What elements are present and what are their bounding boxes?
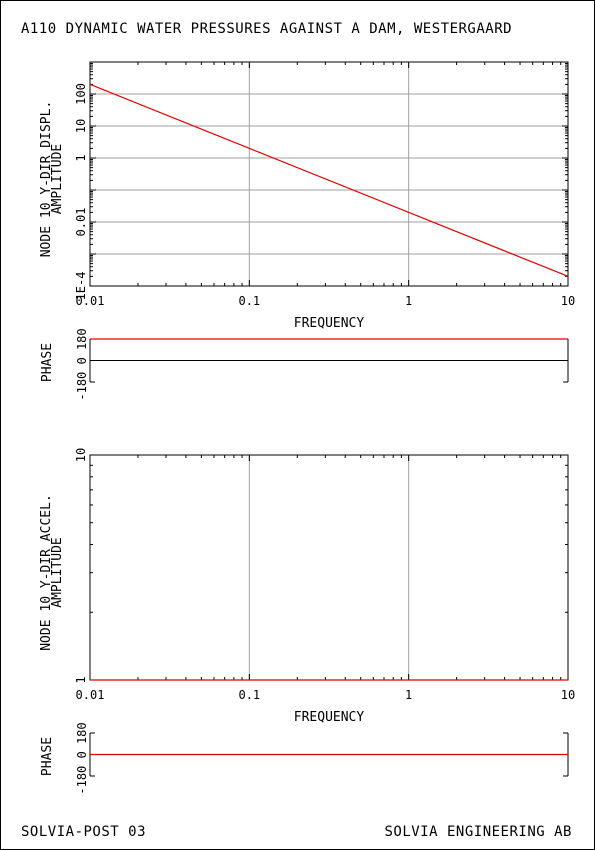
x-tick-label: 10 (561, 294, 575, 308)
y-tick-label: 1 (74, 676, 88, 683)
y-axis-label: AMPLITUDE (50, 537, 65, 607)
x-tick-label: 0.01 (76, 688, 105, 702)
footer-company-label: SOLVIA ENGINEERING AB (384, 824, 572, 840)
y-tick-label: 100 (74, 83, 88, 105)
series-line (89, 83, 569, 277)
phase-tick-labels: -180 0 180 (75, 328, 89, 400)
footer-program-label: SOLVIA-POST 03 (21, 824, 147, 840)
x-tick-label: 1 (405, 688, 412, 702)
phase-tick-labels: -180 0 180 (75, 722, 89, 794)
plot-frame (89, 454, 569, 681)
x-tick-label: 1 (405, 294, 412, 308)
y-axis-label: PHASE (40, 343, 55, 382)
y-tick-label: 10 (74, 119, 88, 133)
y-tick-label: 1E-4 (74, 272, 88, 301)
x-axis-label: FREQUENCY (294, 316, 365, 331)
page-title: A110 DYNAMIC WATER PRESSURES AGAINST A D… (21, 21, 513, 37)
chart-panel-4: -180 0 180 PHASE (40, 722, 569, 795)
chart-panel-2: -180 0 180 PHASE (40, 328, 569, 401)
y-tick-label: 1 (74, 154, 88, 161)
x-tick-label: 0.1 (238, 294, 260, 308)
y-axis-label: NODE 10 Y-DIR DISPL. (39, 101, 54, 258)
x-axis-label: FREQUENCY (294, 710, 365, 725)
x-tick-label: 10 (561, 688, 575, 702)
y-tick-label: 0.01 (74, 208, 88, 237)
plot-frame (89, 61, 569, 287)
x-tick-label: 0.1 (238, 688, 260, 702)
y-axis-label: NODE 10 Y-DIR ACCEL. (39, 494, 54, 651)
chart-panel-3: 0.01 0.1 1 10 1 10 FREQUENCY NODE 10 Y-DIR ACCE… (39, 448, 575, 725)
y-axis-label: PHASE (40, 737, 55, 776)
y-axis-label: AMPLITUDE (50, 144, 65, 214)
x-tick-label: 0.01 (76, 294, 105, 308)
y-tick-label: 10 (74, 448, 88, 462)
